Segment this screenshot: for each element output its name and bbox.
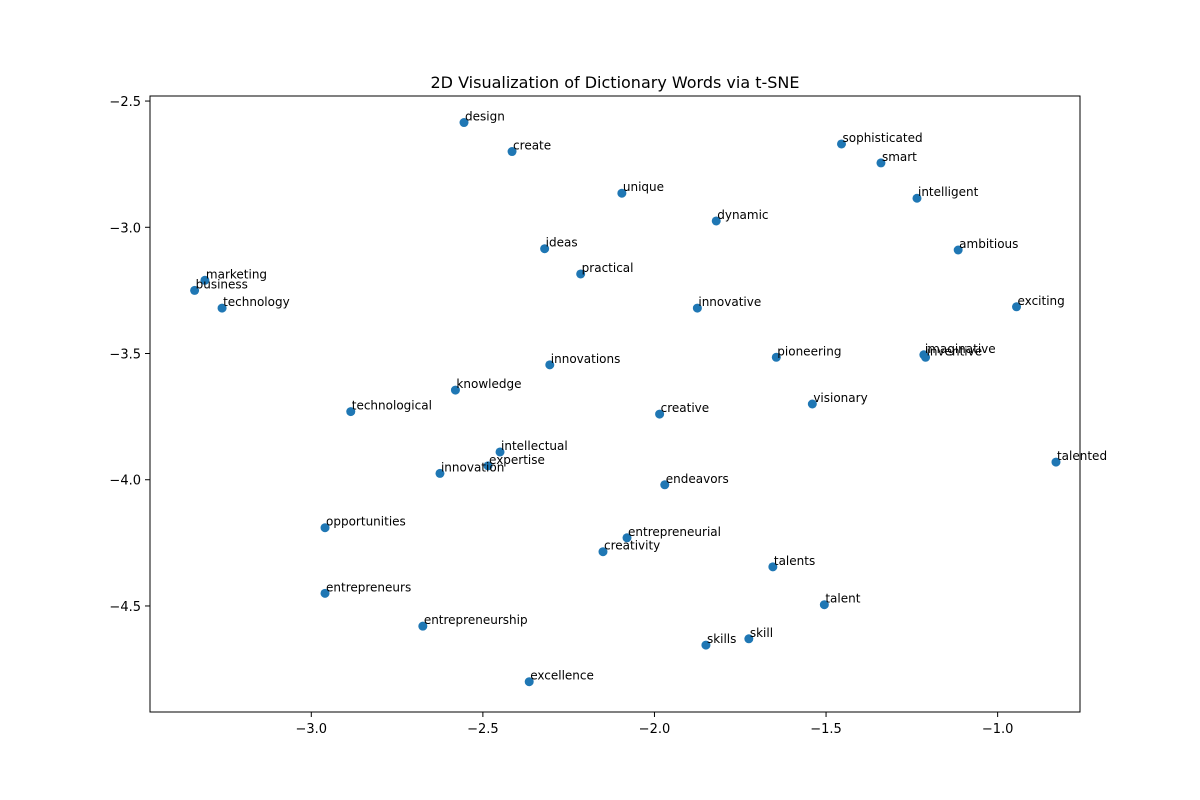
point-label-opportunities: opportunities [326, 515, 406, 529]
point-label-skills: skills [707, 632, 736, 646]
y-tick-label: −3.0 [109, 221, 141, 236]
point-label-practical: practical [582, 261, 634, 275]
point-label-design: design [465, 110, 505, 124]
data-point-talented [1051, 457, 1061, 467]
point-label-business: business [196, 277, 248, 291]
data-point-ambitious [953, 245, 963, 255]
data-point-entrepreneurial [622, 533, 632, 543]
y-tick-label: −4.5 [109, 600, 141, 615]
data-point-entrepreneurship [418, 621, 428, 631]
point-label-technology: technology [223, 295, 290, 309]
data-point-sophisticated [836, 139, 846, 149]
data-point-business [190, 285, 200, 295]
point-label-knowledge: knowledge [456, 377, 521, 391]
point-label-sophisticated: sophisticated [842, 131, 922, 145]
point-label-exciting: exciting [1018, 294, 1065, 308]
x-tick-label: −2.5 [467, 722, 499, 737]
data-point-skill [744, 634, 754, 644]
data-point-innovative [692, 303, 702, 313]
plot-marks: design create unique sophisticated smart inte… [190, 110, 1107, 687]
point-label-entrepreneurship: entrepreneurship [424, 613, 528, 627]
data-point-visionary [807, 399, 817, 409]
point-label-technological: technological [352, 399, 432, 413]
y-tick-label: −4.0 [109, 474, 141, 489]
point-label-marketing: marketing [206, 267, 267, 281]
point-label-talented: talented [1057, 449, 1107, 463]
data-point-exciting [1012, 302, 1022, 312]
point-label-creative: creative [661, 401, 710, 415]
x-tick-label: −2.0 [639, 722, 671, 737]
data-point-practical [576, 269, 586, 279]
point-label-pioneering: pioneering [777, 344, 841, 358]
data-point-unique [617, 188, 627, 198]
data-point-opportunities [320, 523, 330, 533]
data-point-marketing [200, 275, 210, 285]
point-label-intellectual: intellectual [501, 439, 568, 453]
data-point-innovations [545, 360, 555, 370]
x-tick-label: −1.0 [982, 722, 1014, 737]
point-label-talents: talents [774, 554, 815, 568]
x-tick-label: −1.5 [810, 722, 842, 737]
point-label-ambitious: ambitious [959, 237, 1018, 251]
point-label-innovations: innovations [551, 352, 621, 366]
data-point-dynamic [711, 216, 721, 226]
data-point-talent [819, 600, 829, 610]
x-tick-label: −3.0 [296, 722, 328, 737]
data-point-creativity [598, 547, 608, 557]
point-label-ideas: ideas [546, 236, 578, 250]
data-point-endeavors [660, 480, 670, 490]
point-label-endeavors: endeavors [666, 472, 729, 486]
data-point-intellectual [495, 447, 505, 457]
point-label-smart: smart [882, 150, 917, 164]
point-label-innovative: innovative [698, 295, 761, 309]
axes-group: −3.0 −2.5 −2.0 −1.5 −1.0 −2.5 −3.0 −3.5 −4.0 −4.5 [109, 95, 1013, 737]
data-point-entrepreneurs [320, 588, 330, 598]
data-point-ideas [540, 244, 550, 254]
data-point-inventive [921, 352, 931, 362]
y-tick-label: −3.5 [109, 348, 141, 363]
data-point-expertise [483, 461, 493, 471]
point-label-unique: unique [623, 180, 664, 194]
point-label-entrepreneurial: entrepreneurial [628, 525, 721, 539]
point-label-skill: skill [750, 626, 773, 640]
point-label-imaginative: imaginative [925, 342, 996, 356]
point-label-inventive: inventive [927, 344, 983, 358]
point-label-visionary: visionary [813, 391, 867, 405]
data-point-talents [768, 562, 778, 572]
data-point-technology [217, 303, 227, 313]
data-point-smart [876, 158, 886, 168]
point-label-expertise: expertise [489, 453, 545, 467]
data-point-excellence [524, 677, 534, 687]
data-point-innovation [435, 468, 445, 478]
y-tick-label: −2.5 [109, 95, 141, 110]
chart-title: 2D Visualization of Dictionary Words via… [430, 73, 799, 92]
point-label-excellence: excellence [530, 669, 594, 683]
point-label-entrepreneurs: entrepreneurs [326, 580, 411, 594]
data-point-intelligent [912, 193, 922, 203]
plot-frame [149, 95, 1081, 713]
point-label-intelligent: intelligent [918, 185, 979, 199]
point-label-talent: talent [825, 592, 860, 606]
data-point-skills [701, 640, 711, 650]
data-point-creative [655, 409, 665, 419]
point-label-create: create [513, 139, 551, 153]
data-point-design [459, 118, 469, 128]
data-point-pioneering [771, 352, 781, 362]
point-label-dynamic: dynamic [717, 208, 768, 222]
point-label-innovation: innovation [441, 460, 504, 474]
data-point-create [507, 147, 517, 157]
point-label-creativity: creativity [604, 539, 660, 553]
data-point-knowledge [450, 385, 460, 395]
data-point-technological [346, 407, 356, 417]
